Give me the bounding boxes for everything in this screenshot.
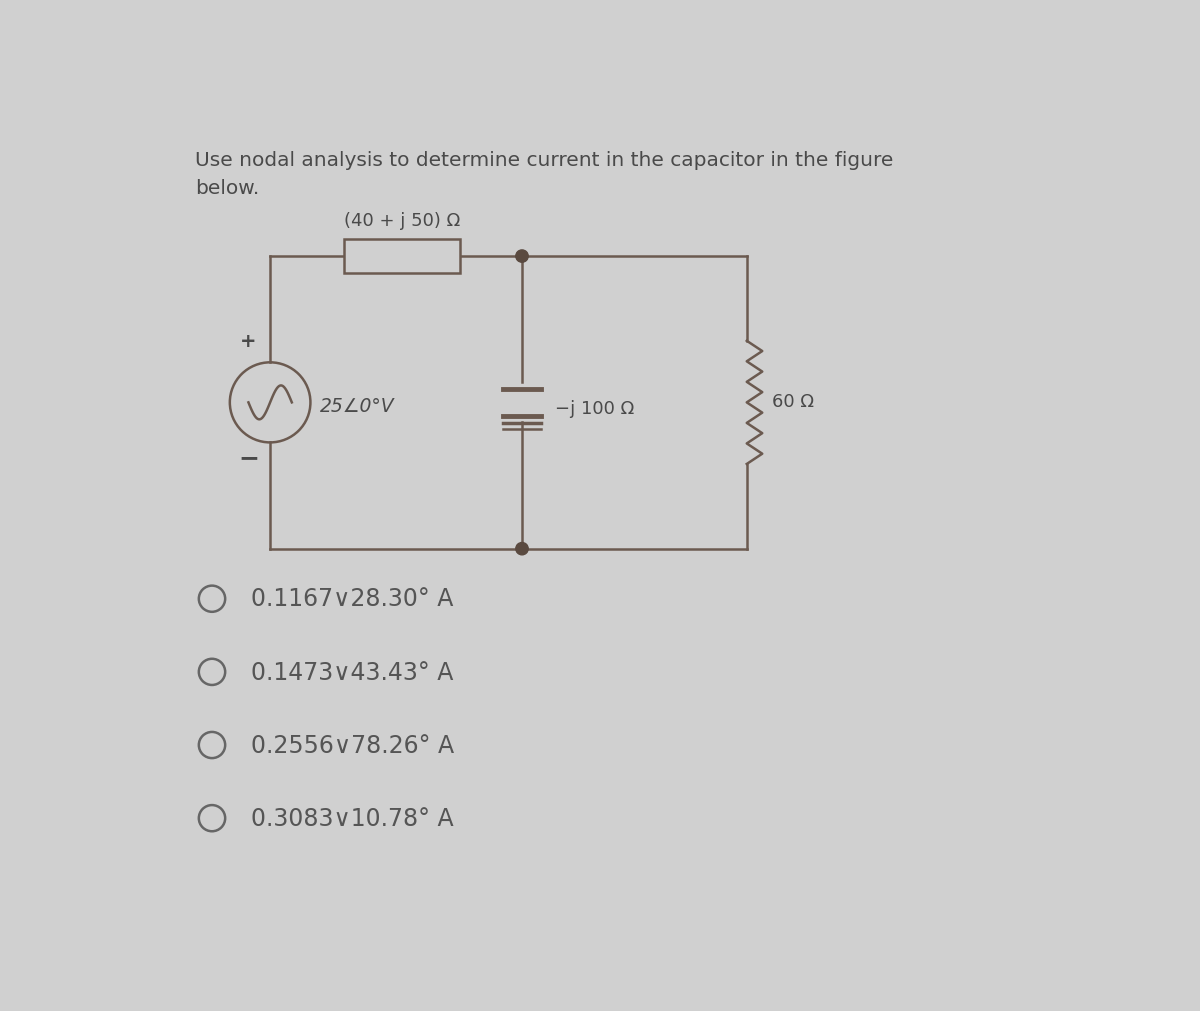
Text: 0.3083∨10.78° A: 0.3083∨10.78° A bbox=[251, 807, 454, 831]
Circle shape bbox=[516, 250, 528, 262]
Text: below.: below. bbox=[194, 179, 259, 198]
Text: Use nodal analysis to determine current in the capacitor in the figure: Use nodal analysis to determine current … bbox=[194, 151, 893, 170]
Text: −j 100 Ω: −j 100 Ω bbox=[556, 399, 635, 418]
Text: (40 + j 50) Ω: (40 + j 50) Ω bbox=[343, 212, 460, 229]
Text: 60 Ω: 60 Ω bbox=[772, 393, 814, 411]
Text: −: − bbox=[238, 446, 259, 470]
Bar bbox=[343, 240, 460, 273]
Text: 25∠0°V: 25∠0°V bbox=[319, 396, 395, 416]
Text: +: + bbox=[240, 332, 257, 351]
Text: 0.2556∨78.26° A: 0.2556∨78.26° A bbox=[251, 734, 454, 758]
Text: 0.1167∨28.30° A: 0.1167∨28.30° A bbox=[251, 587, 454, 612]
Text: 0.1473∨43.43° A: 0.1473∨43.43° A bbox=[251, 660, 454, 684]
Circle shape bbox=[516, 543, 528, 555]
